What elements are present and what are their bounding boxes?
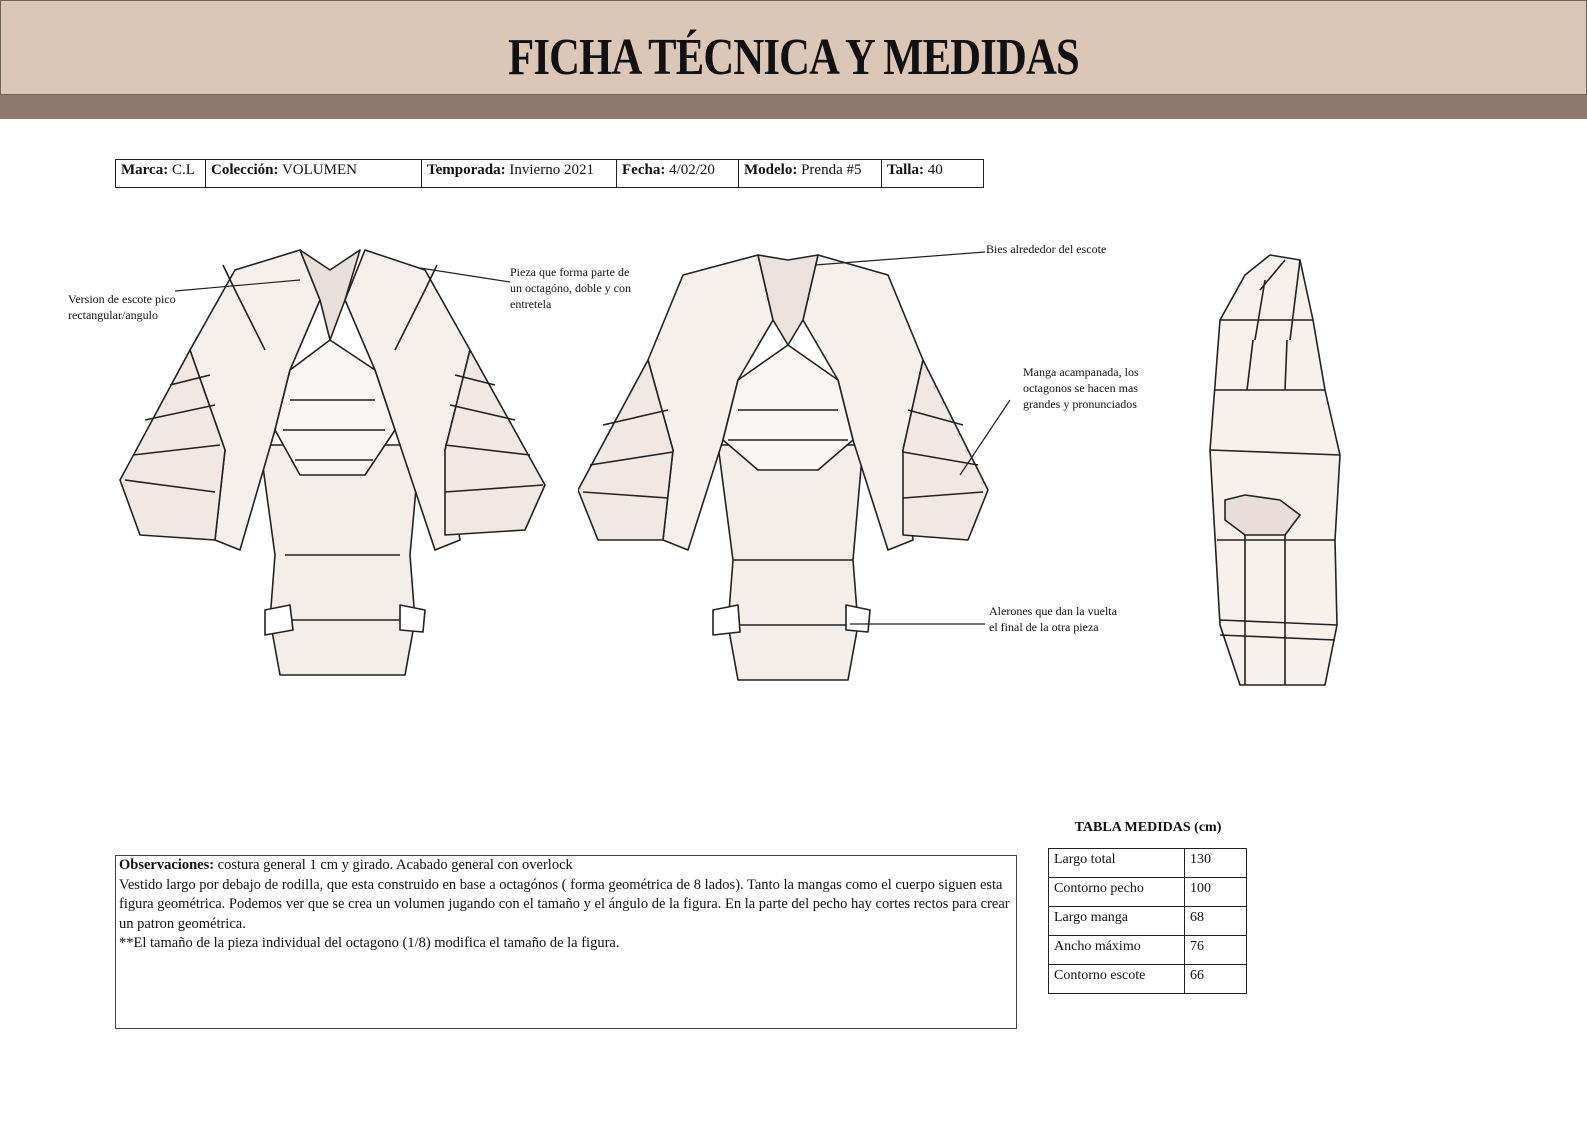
annotation-line: Manga acampanada, los [1023, 365, 1139, 379]
table-row: Largo total 130 [1048, 848, 1247, 878]
annotation-line: entretela [510, 297, 552, 311]
info-value: C.L [171, 162, 195, 178]
page-title: FICHA TÉCNICA Y MEDIDAS [508, 29, 1080, 86]
measurement-label: Ancho máximo [1048, 935, 1185, 965]
info-value: 40 [927, 162, 943, 178]
measurement-label: Largo total [1048, 848, 1185, 878]
annotation-bies: Bies alrededor del escote [986, 241, 1106, 257]
info-label: Temporada: [427, 162, 506, 178]
annotation-line: el final de la otra pieza [989, 620, 1099, 634]
measurement-value: 68 [1184, 906, 1247, 936]
info-fecha: Fecha: 4/02/20 [617, 160, 739, 187]
annotation-line: grandes y pronunciados [1023, 397, 1137, 411]
table-row: Ancho máximo 76 [1048, 935, 1247, 965]
annotation-manga: Manga acampanada, los octagonos se hacen… [1023, 364, 1139, 412]
table-row: Largo manga 68 [1048, 906, 1247, 936]
measurement-label: Contorno pecho [1048, 877, 1185, 907]
info-coleccion: Colección: VOLUMEN [206, 160, 422, 187]
measurement-value: 130 [1184, 848, 1247, 878]
back-sketch [578, 254, 989, 681]
measurement-value: 66 [1184, 964, 1247, 994]
observations-first-line: costura general 1 cm y girado. Acabado g… [214, 857, 573, 873]
annotation-line: octagonos se hacen mas [1023, 381, 1138, 395]
info-value: 4/02/20 [669, 162, 715, 178]
info-value: Prenda #5 [801, 162, 862, 178]
measurement-label: Largo manga [1048, 906, 1185, 936]
observations-paragraph: Vestido largo por debajo de rodilla, que… [119, 876, 1010, 932]
annotation-line: Pieza que forma parte de [510, 265, 630, 279]
info-value: Invierno 2021 [509, 162, 594, 178]
annotation-pieza-octagono: Pieza que forma parte de un octagóno, do… [510, 264, 631, 312]
info-modelo: Modelo: Prenda #5 [739, 160, 882, 187]
info-label: Marca: [121, 162, 169, 178]
info-label: Colección: [211, 162, 279, 178]
side-sketch [1209, 254, 1341, 686]
annotation-line: un octagóno, doble y con [510, 281, 631, 295]
info-label: Talla: [887, 162, 924, 178]
table-row: Contorno escote 66 [1048, 964, 1247, 994]
observations-note: **El tamaño de la pieza individual del o… [119, 935, 620, 951]
info-temporada: Temporada: Invierno 2021 [422, 160, 617, 187]
info-talla: Talla: 40 [882, 160, 983, 187]
header-band [0, 0, 1587, 95]
annotation-alerones: Alerones que dan la vuelta el final de l… [989, 603, 1117, 635]
front-sketch [119, 249, 546, 676]
annotation-line: Bies alrededor del escote [986, 242, 1107, 256]
annotation-line: rectangular/angulo [68, 308, 158, 322]
measurement-value: 76 [1184, 935, 1247, 965]
measurement-value: 100 [1184, 877, 1247, 907]
info-marca: Marca: C.L [116, 160, 206, 187]
table-row: Contorno pecho 100 [1048, 877, 1247, 907]
info-value: VOLUMEN [281, 162, 357, 178]
annotation-escote-pico: Version de escote pico rectangular/angul… [68, 291, 176, 323]
measurements-title: TABLA MEDIDAS (cm) [1074, 820, 1222, 835]
annotation-line: Version de escote pico [68, 292, 176, 306]
info-label: Modelo: [744, 162, 798, 178]
measurement-label: Contorno escote [1048, 964, 1185, 994]
observations-box: Observaciones: costura general 1 cm y gi… [115, 855, 1017, 1029]
observations-label: Observaciones: [119, 857, 215, 873]
measurements-table: Largo total 130 Contorno pecho 100 Largo m… [1048, 848, 1247, 994]
header-strip [0, 95, 1587, 119]
annotation-line: Alerones que dan la vuelta [989, 604, 1117, 618]
info-table: Marca: C.L Colección: VOLUMEN Temporada:… [115, 159, 984, 188]
info-label: Fecha: [622, 162, 666, 178]
